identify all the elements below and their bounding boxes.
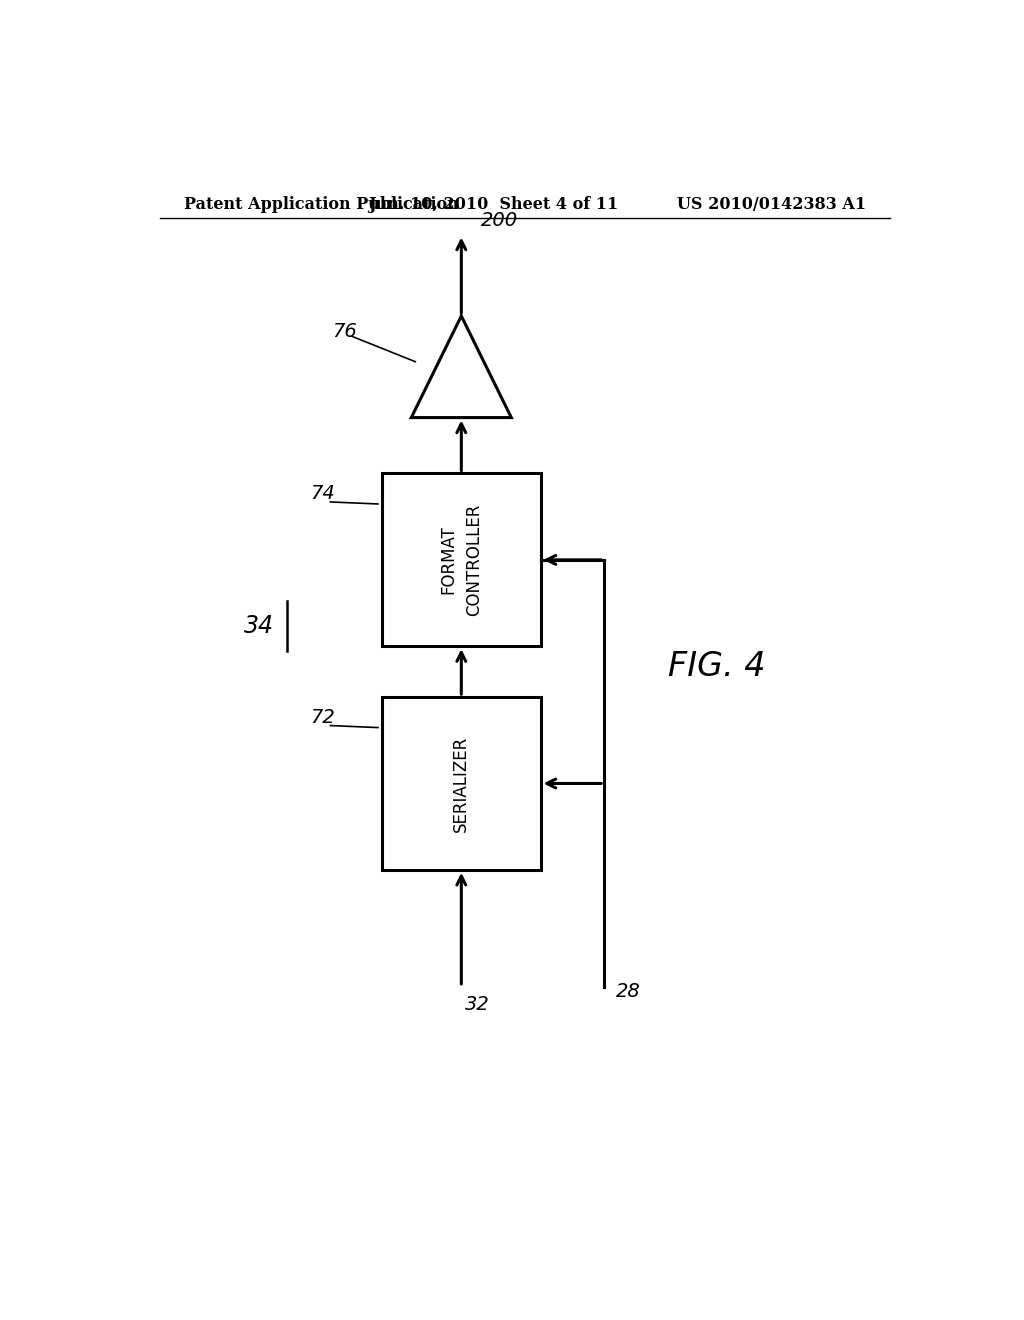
Text: 76: 76	[332, 322, 356, 341]
Text: 32: 32	[465, 995, 489, 1014]
Text: FIG. 4: FIG. 4	[668, 651, 765, 684]
Text: US 2010/0142383 A1: US 2010/0142383 A1	[677, 195, 866, 213]
Text: SERIALIZER: SERIALIZER	[453, 735, 470, 832]
Text: 28: 28	[616, 982, 641, 1001]
Text: 72: 72	[310, 708, 335, 727]
Text: 34: 34	[244, 614, 274, 638]
Polygon shape	[412, 315, 511, 417]
Text: 200: 200	[481, 211, 518, 230]
Text: Patent Application Publication: Patent Application Publication	[183, 195, 459, 213]
Text: 74: 74	[310, 484, 335, 503]
Text: FORMAT
CONTROLLER: FORMAT CONTROLLER	[440, 504, 482, 616]
FancyBboxPatch shape	[382, 697, 541, 870]
FancyBboxPatch shape	[382, 474, 541, 647]
Text: Jun. 10, 2010  Sheet 4 of 11: Jun. 10, 2010 Sheet 4 of 11	[368, 195, 618, 213]
